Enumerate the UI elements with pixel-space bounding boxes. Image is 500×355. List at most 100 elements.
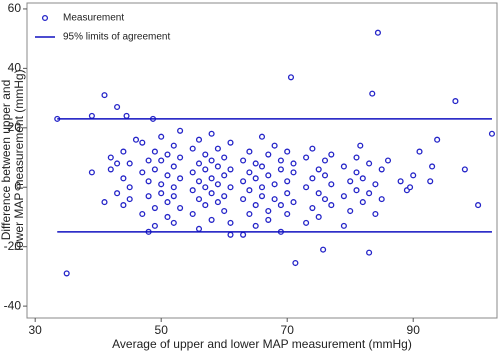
data-point	[164, 213, 171, 221]
data-point	[88, 169, 95, 176]
data-point	[315, 213, 322, 221]
data-point	[63, 270, 70, 277]
data-point	[265, 151, 272, 158]
data-point	[240, 157, 247, 164]
data-point	[145, 193, 152, 200]
data-point	[126, 160, 133, 167]
data-point	[410, 172, 417, 179]
data-point	[195, 178, 203, 185]
data-point	[369, 90, 376, 97]
data-point	[227, 139, 234, 146]
data-point	[158, 181, 165, 188]
data-point	[208, 130, 215, 137]
data-point	[151, 222, 158, 229]
data-point	[321, 172, 329, 179]
data-point	[252, 202, 259, 209]
data-point	[202, 184, 209, 191]
data-point	[120, 148, 127, 155]
data-point	[287, 74, 295, 81]
data-point	[107, 166, 114, 173]
data-point	[427, 178, 434, 185]
y-tick-label: -40	[4, 298, 22, 312]
data-point	[284, 210, 291, 218]
data-point	[246, 187, 253, 194]
data-point	[372, 210, 379, 218]
data-point	[309, 175, 316, 182]
x-tick-label: 50	[155, 323, 169, 337]
data-point	[189, 210, 196, 218]
y-axis-label: Difference between upper and	[0, 80, 13, 241]
data-point	[177, 204, 184, 212]
data-point	[227, 184, 234, 191]
data-point	[208, 190, 215, 197]
data-point	[488, 130, 496, 137]
data-point	[290, 160, 297, 167]
data-point	[227, 231, 234, 238]
data-point	[164, 151, 171, 158]
y-axis-label: lower MAP measurement (mmHg)	[12, 69, 26, 250]
data-point	[321, 157, 329, 164]
data-point	[452, 98, 459, 105]
legend-marker	[41, 14, 49, 22]
data-point	[246, 169, 253, 176]
data-point	[208, 157, 215, 164]
data-point	[123, 112, 130, 119]
data-point	[120, 175, 127, 182]
data-point	[202, 202, 209, 209]
data-point	[158, 190, 165, 197]
data-point	[309, 204, 316, 212]
data-point	[366, 249, 373, 256]
data-point	[164, 172, 171, 179]
data-point	[265, 172, 272, 179]
data-point	[328, 181, 335, 188]
data-point	[208, 216, 215, 223]
data-point	[258, 184, 266, 191]
data-point	[158, 157, 165, 164]
data-point	[265, 216, 272, 223]
data-point	[372, 181, 379, 188]
y-tick-label: 60	[8, 1, 22, 15]
data-point	[359, 175, 366, 182]
data-point	[240, 231, 247, 238]
data-point	[139, 139, 146, 146]
plot-frame	[26, 2, 498, 319]
data-point	[114, 160, 121, 167]
data-point	[271, 142, 278, 149]
data-point	[429, 163, 436, 170]
data-point	[384, 157, 392, 164]
data-point	[303, 184, 310, 191]
data-point	[88, 112, 95, 119]
x-tick-label: 30	[29, 323, 43, 337]
data-point	[221, 193, 228, 200]
data-point	[366, 190, 373, 197]
data-point	[271, 196, 278, 203]
data-point	[170, 193, 177, 200]
legend-label: 95% limits of agreement	[63, 32, 170, 43]
data-point	[258, 163, 266, 170]
data-point	[202, 151, 209, 158]
data-point	[221, 154, 228, 161]
data-point	[284, 178, 291, 185]
y-tick-label: 40	[8, 61, 22, 75]
data-point	[202, 166, 209, 173]
data-point	[246, 210, 253, 218]
data-point	[258, 133, 266, 140]
data-point	[145, 157, 152, 164]
x-tick-label: 70	[281, 323, 295, 337]
data-point	[170, 142, 177, 149]
data-point	[170, 219, 177, 226]
x-tick-label: 90	[407, 323, 421, 337]
data-point	[353, 154, 360, 161]
data-point	[158, 133, 165, 140]
data-point	[284, 190, 291, 197]
data-point	[366, 160, 373, 167]
data-point	[177, 154, 184, 161]
data-point	[189, 169, 196, 176]
data-point	[290, 199, 297, 206]
data-point	[315, 190, 322, 197]
data-point	[170, 163, 177, 170]
data-point	[347, 207, 354, 215]
data-point	[321, 196, 329, 203]
data-point	[378, 196, 385, 203]
